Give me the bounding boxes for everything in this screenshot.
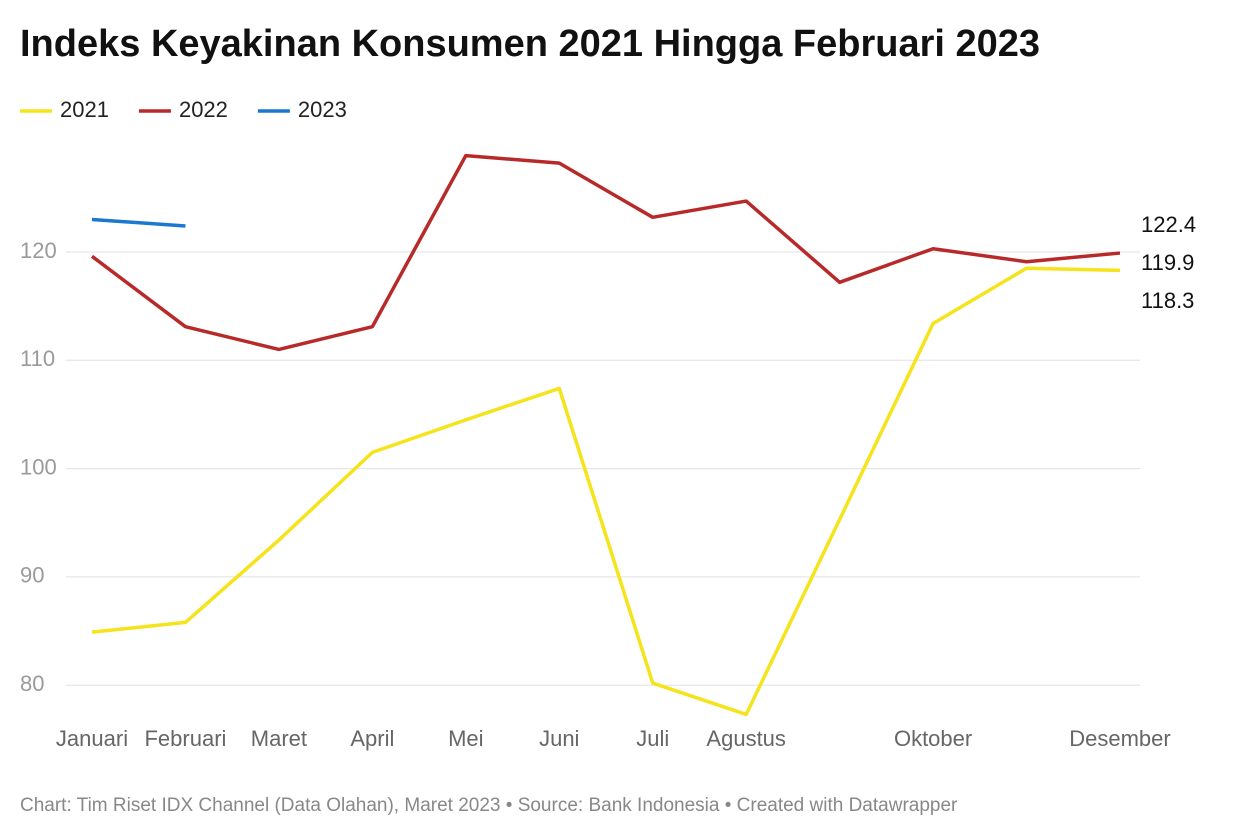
end-value-label: 119.9: [1141, 250, 1194, 275]
y-tick-label: 110: [20, 346, 55, 371]
x-tick-label: Maret: [251, 726, 307, 751]
end-value-label: 118.3: [1141, 288, 1194, 313]
y-tick-label: 120: [20, 238, 57, 263]
x-tick-label: Oktober: [894, 726, 972, 751]
x-tick-label: Desember: [1069, 726, 1170, 751]
x-tick-label: April: [350, 726, 394, 751]
x-tick-label: Juni: [539, 726, 579, 751]
x-tick-label: Mei: [448, 726, 483, 751]
x-tick-label: Agustus: [706, 726, 786, 751]
series-line: [90, 153, 1121, 352]
legend-label: 2022: [179, 97, 228, 122]
y-tick-label: 80: [20, 671, 44, 696]
y-tick-label: 90: [20, 563, 44, 588]
x-tick-label: Juli: [636, 726, 669, 751]
x-tick-label: Januari: [56, 726, 128, 751]
series-line: [91, 217, 186, 228]
chart-title: Indeks Keyakinan Konsumen 2021 Hingga Fe…: [20, 23, 1040, 65]
end-value-label: 122.4: [1141, 212, 1196, 237]
legend-label: 2021: [60, 97, 109, 122]
legend-label: 2023: [298, 97, 347, 122]
y-tick-label: 100: [20, 454, 57, 479]
source-note: Chart: Tim Riset IDX Channel (Data Olaha…: [20, 795, 958, 816]
x-tick-label: Februari: [144, 726, 226, 751]
series-line: [91, 266, 1121, 717]
